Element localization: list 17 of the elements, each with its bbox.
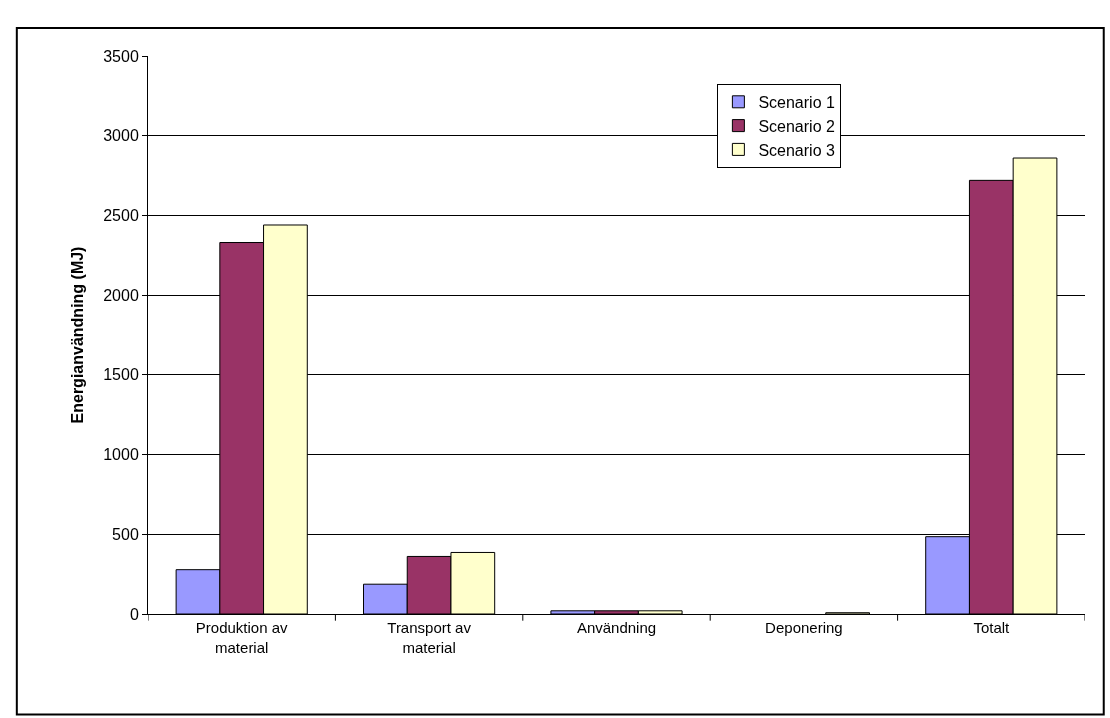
y-tick-label: 3500 [103, 47, 139, 65]
y-tick-label: 0 [129, 605, 139, 623]
x-tick-label: Användning [576, 619, 657, 636]
x-tick-label: Totalt [973, 619, 1011, 636]
x-tick-label: Deponering [765, 619, 843, 636]
y-tick-label: 3000 [103, 127, 139, 145]
x-tick-label: Transport av material [387, 619, 472, 656]
y-axis-title: Energianvändning (MJ) [69, 246, 87, 424]
y-tick-label: 1500 [103, 366, 139, 384]
legend-label: Scenario 3 [758, 141, 835, 159]
legend-label: Scenario 1 [758, 94, 835, 112]
y-tick-label: 2500 [103, 207, 139, 225]
x-tick-label: Produktion av material [195, 619, 289, 656]
y-tick-label: 500 [112, 525, 139, 543]
y-tick-label: 1000 [103, 446, 139, 464]
y-tick-label: 2000 [103, 286, 139, 304]
legend-label: Scenario 2 [758, 117, 835, 135]
